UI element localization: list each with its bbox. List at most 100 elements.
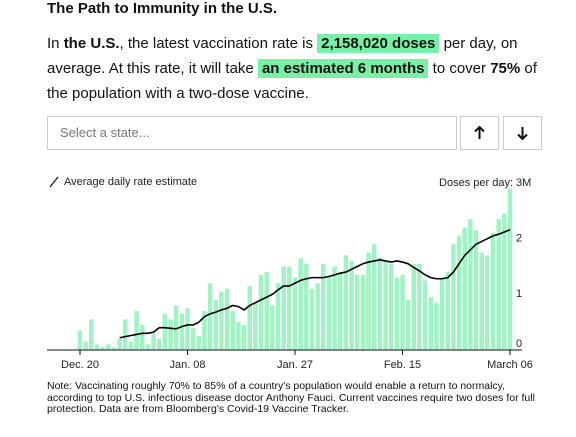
icon (474, 125, 485, 139)
bar (462, 227, 467, 350)
bar (202, 311, 207, 350)
bar (388, 263, 394, 350)
legend-label: Average daily rate estimate (64, 176, 197, 188)
bar (213, 299, 219, 350)
bar (309, 288, 315, 350)
bar (411, 263, 417, 350)
y-tick-label: 0 (516, 338, 522, 350)
bar (168, 319, 173, 350)
bar (292, 277, 298, 350)
bar (485, 255, 490, 350)
bar (185, 308, 190, 350)
text: per day, on average. At this rate, it wi… (47, 35, 518, 77)
bar (128, 341, 134, 350)
bar (179, 313, 185, 350)
bar (422, 280, 428, 350)
bar (123, 319, 128, 350)
legend-icon (49, 176, 59, 188)
bar (287, 266, 292, 350)
y-tick-label: 1 (516, 288, 522, 300)
text: 75% (490, 60, 521, 77)
bar (383, 260, 388, 350)
icon (517, 127, 528, 141)
x-tick-label: March 06 (487, 359, 533, 371)
bar (394, 277, 400, 350)
x-tick-label: Feb. 15 (384, 359, 421, 371)
bar (190, 327, 196, 350)
bar (94, 344, 100, 350)
bar (428, 297, 434, 350)
bar (275, 283, 281, 350)
sort-up-button[interactable] (460, 116, 499, 150)
text: In (47, 35, 60, 52)
bar (343, 255, 349, 350)
bar (473, 230, 479, 350)
bar (321, 263, 326, 350)
x-tick-label: Jan. 08 (169, 359, 205, 371)
bar (451, 244, 456, 350)
bar (83, 341, 88, 350)
bar (417, 263, 422, 350)
bar (134, 311, 139, 350)
bar (247, 285, 252, 350)
bar (377, 258, 383, 350)
bar (502, 213, 507, 350)
text: of the population with a two-dose vaccin… (47, 60, 537, 102)
bar (354, 274, 360, 350)
x-tick-label: Jan. 27 (277, 359, 313, 371)
bar (479, 252, 484, 350)
bar (77, 330, 83, 350)
bar (439, 277, 445, 350)
text: , the latest vaccination rate is (119, 35, 313, 52)
bar (496, 219, 501, 350)
note: Note: Vaccinating roughly 70% to 85% of … (47, 380, 535, 415)
bar (445, 272, 451, 350)
bar (270, 305, 275, 350)
bar (241, 324, 247, 350)
bar (196, 336, 202, 350)
bar (349, 260, 354, 350)
bar (281, 266, 286, 350)
text: the U.S. (63, 35, 120, 52)
bar (224, 288, 230, 350)
bar (219, 291, 224, 350)
bar (111, 347, 117, 350)
chart: Average daily rate estimate Doses per da… (47, 176, 533, 371)
bar (490, 233, 496, 350)
bar (507, 188, 513, 350)
sort-down-button[interactable] (503, 116, 542, 150)
bar (366, 252, 371, 350)
title: The Path to Immunity in the U.S. (47, 0, 278, 17)
bar (100, 347, 105, 350)
bar (230, 311, 236, 350)
state-select[interactable]: Select a state... (47, 116, 457, 150)
bar (253, 302, 258, 350)
bar (106, 344, 111, 350)
highlight: 2,158,020 doses (317, 34, 440, 53)
bar (117, 338, 122, 350)
bar (298, 258, 303, 350)
bar (236, 322, 241, 350)
highlight: an estimated 6 months (257, 59, 429, 78)
summary: In the U.S., the latest vaccination rate… (47, 31, 547, 106)
bar (145, 344, 151, 350)
bar (400, 274, 405, 350)
x-tick-label: Dec. 20 (61, 359, 99, 371)
bar (326, 277, 332, 350)
bar (332, 266, 337, 350)
line (119, 229, 511, 339)
y-tick-label: 3M (516, 177, 531, 189)
bar (207, 283, 213, 350)
bar (434, 302, 439, 350)
bar (371, 244, 377, 350)
text: to cover (432, 60, 487, 77)
bar (468, 219, 473, 350)
bar (162, 313, 168, 350)
bar (304, 263, 309, 350)
bar (360, 274, 366, 350)
bar (89, 319, 94, 350)
y-axis-label: Doses per day: (439, 177, 513, 189)
bar (338, 272, 343, 350)
bar (264, 272, 269, 350)
bar (258, 274, 264, 350)
